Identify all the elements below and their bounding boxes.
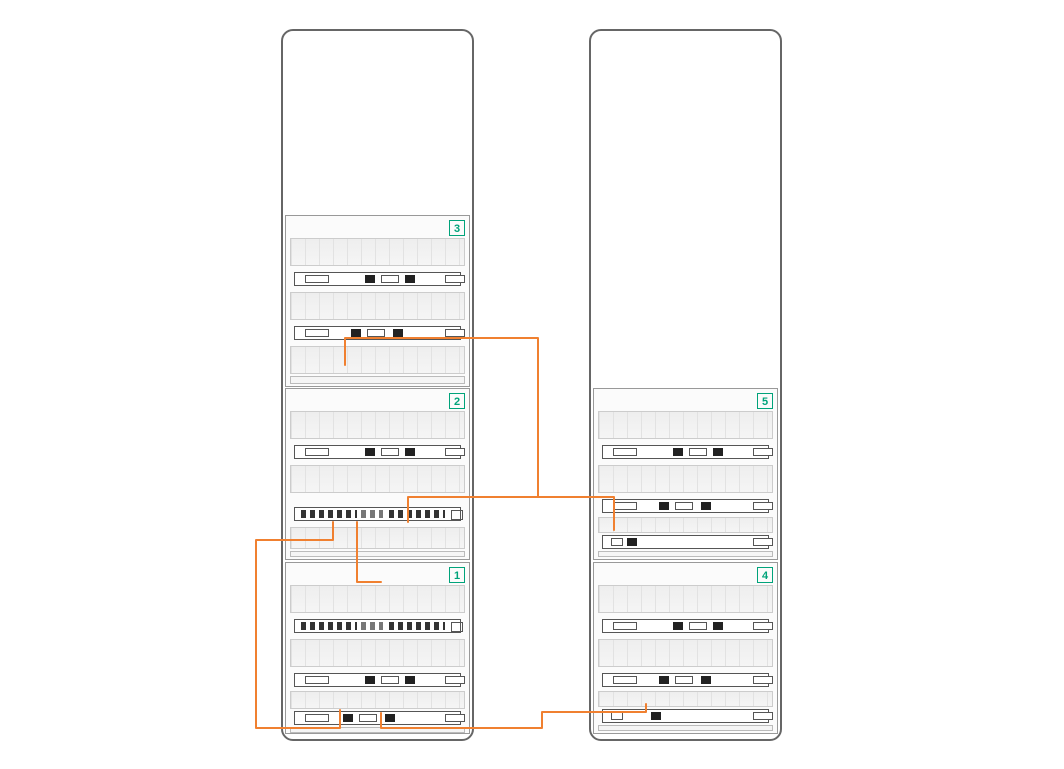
module-bar [602,499,769,513]
enclosure-1: 1 [285,562,470,734]
diagram-canvas: 3 2 [0,0,1064,769]
drive-bays [290,465,465,493]
module-bar-lower [602,535,769,549]
enclosure-5: 5 [593,388,778,560]
callout-1: 1 [449,567,465,583]
drive-bays [598,517,773,533]
drive-bays [290,411,465,439]
cable-overlay [0,0,1064,769]
bottom-strip [598,725,773,731]
enclosure-4: 4 [593,562,778,734]
module-bar [602,619,769,633]
enclosure-2: 2 [285,388,470,560]
interconnect-switch [294,507,461,521]
bottom-strip [290,551,465,557]
module-bar [294,673,461,687]
bottom-strip [290,727,465,733]
drive-bays [290,691,465,709]
module-bar [602,445,769,459]
drive-bays [598,691,773,707]
module-bar-lower [294,711,461,725]
callout-3: 3 [449,220,465,236]
drive-bays [290,346,465,374]
module-bar-lower [602,709,769,723]
drive-bays [290,585,465,613]
interconnect-switch-upper [294,619,461,633]
module-bar [294,272,461,286]
bottom-strip [290,376,465,384]
drive-bays [290,292,465,320]
callout-4: 4 [757,567,773,583]
callout-2: 2 [449,393,465,409]
drive-bays [290,238,465,266]
module-bar [294,326,461,340]
drive-bays [290,527,465,549]
drive-bays [598,585,773,613]
drive-bays [290,639,465,667]
callout-5: 5 [757,393,773,409]
module-bar [294,445,461,459]
module-bar [602,673,769,687]
drive-bays [598,639,773,667]
drive-bays [598,465,773,493]
enclosure-3: 3 [285,215,470,387]
drive-bays [598,411,773,439]
bottom-strip [598,551,773,557]
